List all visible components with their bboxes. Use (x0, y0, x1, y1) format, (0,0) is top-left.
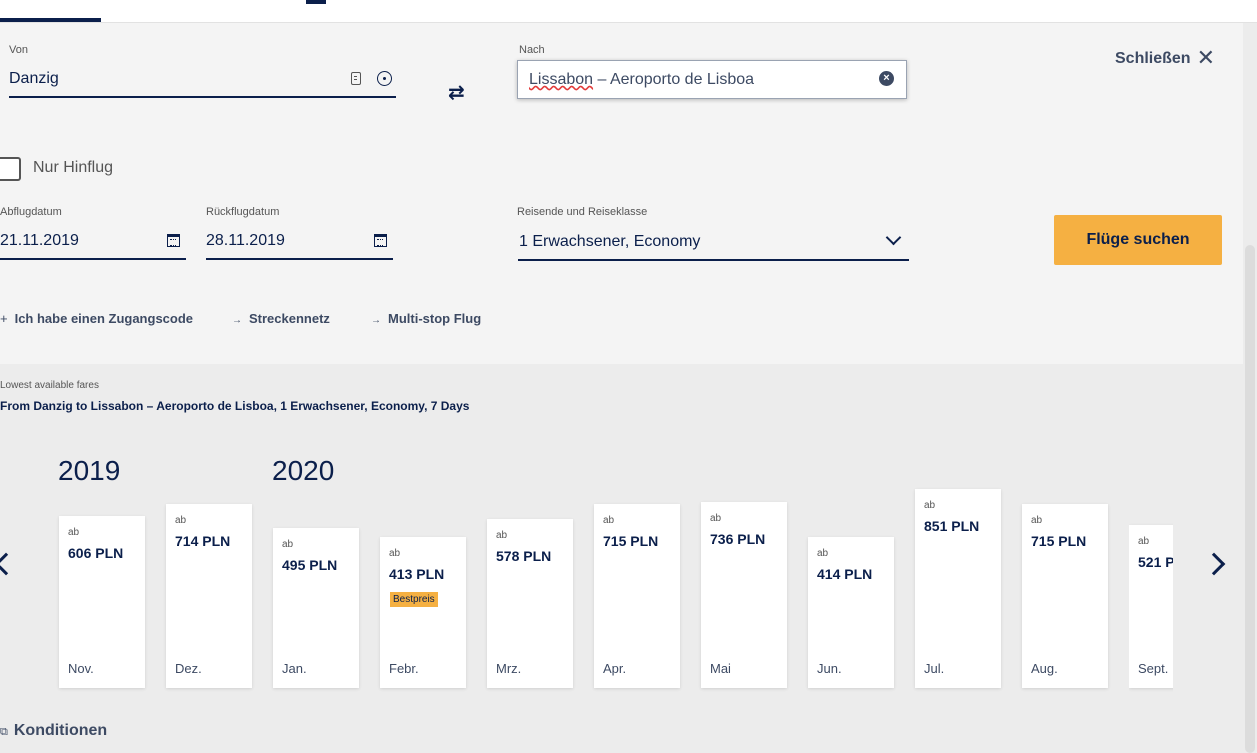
passengers-label: Reisende und Reiseklasse (517, 206, 648, 218)
route-map-link[interactable]: → Streckennetz (232, 311, 330, 326)
fare-price: 578 PLN (496, 548, 552, 564)
fare-card[interactable]: ab 736 PLN Mai (701, 502, 787, 688)
fare-price: 851 PLN (924, 518, 980, 534)
fare-prefix: ab (817, 548, 829, 559)
fare-card[interactable]: ab 714 PLN Dez. (166, 504, 252, 688)
fare-price: 606 PLN (68, 545, 124, 561)
calendar-icon[interactable] (167, 234, 180, 247)
return-input[interactable]: 28.11.2019 (206, 232, 285, 249)
passengers-select[interactable]: 1 Erwachsener, Economy (519, 233, 701, 250)
close-button[interactable]: Schließen ✕ (1115, 45, 1216, 70)
fare-prefix: ab (282, 539, 294, 550)
fare-price: 414 PLN (817, 566, 873, 582)
id-card-icon[interactable] (351, 72, 361, 85)
fare-prefix: ab (1031, 515, 1043, 526)
fare-price: 715 PLN (603, 533, 659, 549)
from-underline (9, 96, 396, 98)
to-input-value: Lissabon – Aeroporto de Lisboa (529, 71, 755, 88)
return-underline (206, 258, 393, 260)
fare-month: Mai (710, 661, 731, 676)
fare-prefix: ab (924, 500, 936, 511)
fare-price: 714 PLN (175, 533, 231, 549)
fare-card-clip: ab 521 PLN Sept. (1129, 480, 1173, 700)
close-icon: ✕ (1196, 45, 1216, 70)
fare-month: Jan. (282, 661, 307, 676)
fare-card[interactable]: ab 521 PLN Sept. (1129, 525, 1173, 688)
fare-prefix: ab (175, 515, 187, 526)
access-code-link[interactable]: + Ich habe einen Zugangscode (0, 311, 194, 326)
one-way-checkbox[interactable] (0, 157, 21, 181)
year-label: 2020 (272, 455, 335, 486)
fare-prefix: ab (603, 515, 615, 526)
fare-price: 521 PLN (1138, 554, 1173, 570)
fare-card[interactable]: ab 578 PLN Mrz. (487, 519, 573, 688)
calendar-icon[interactable] (374, 234, 387, 247)
return-label: Rückflugdatum (206, 206, 280, 218)
departure-underline (0, 258, 186, 260)
fare-month: Jun. (817, 661, 842, 676)
fare-prefix: ab (496, 530, 508, 541)
from-input[interactable]: Danzig (9, 70, 59, 87)
fare-price: 413 PLN (389, 566, 445, 582)
clear-circle-icon[interactable]: × (879, 71, 894, 86)
fare-month: Febr. (389, 661, 419, 676)
fare-price: 495 PLN (282, 557, 338, 573)
fare-month: Jul. (924, 661, 945, 676)
fare-price: 715 PLN (1031, 533, 1087, 549)
fare-prefix: ab (710, 513, 722, 524)
fare-month: Dez. (175, 661, 202, 676)
external-link-icon: ⧉ (0, 726, 8, 738)
fare-card[interactable]: ab 715 PLN Aug. (1022, 504, 1108, 688)
fare-prefix: ab (1138, 536, 1150, 547)
fares-title: Lowest available fares (0, 380, 99, 391)
fare-card[interactable]: ab 606 PLN Nov. (59, 516, 145, 688)
search-flights-button[interactable]: Flüge suchen (1054, 215, 1222, 265)
from-label: Von (9, 44, 28, 56)
fare-month: Mrz. (496, 661, 522, 676)
tab-indicator-secondary (306, 0, 326, 4)
fare-price: 736 PLN (710, 531, 766, 547)
fare-month: Apr. (603, 661, 627, 676)
swap-arrows-icon[interactable]: ⇄ (448, 82, 465, 104)
scrollbar-thumb[interactable] (1245, 245, 1255, 753)
passengers-underline (518, 259, 909, 261)
fare-prefix: ab (389, 548, 401, 559)
fare-prefix: ab (68, 527, 80, 538)
best-price-badge: Bestpreis (390, 592, 438, 607)
year-label: 2019 (58, 455, 121, 486)
fare-card[interactable]: ab 851 PLN Jul. (915, 489, 1001, 688)
crosshair-icon[interactable] (377, 71, 392, 86)
fare-card[interactable]: ab 413 PLN Febr. Bestpreis (380, 537, 466, 688)
one-way-label[interactable]: Nur Hinflug (33, 159, 114, 176)
fare-card[interactable]: ab 715 PLN Apr. (594, 504, 680, 688)
top-tabs-bar (0, 0, 1257, 23)
multi-stop-link[interactable]: → Multi-stop Flug (371, 311, 482, 326)
fares-subtitle: From Danzig to Lissabon – Aeroporto de L… (0, 399, 470, 413)
fare-card[interactable]: ab 495 PLN Jan. (273, 528, 359, 688)
departure-input[interactable]: 21.11.2019 (0, 232, 79, 249)
to-input[interactable]: Lissabon – Aeroporto de Lisboa × (517, 60, 907, 99)
fare-month: Nov. (68, 661, 94, 676)
conditions-link[interactable]: ⧉ Konditionen (0, 722, 108, 739)
fare-card[interactable]: ab 414 PLN Jun. (808, 537, 894, 688)
active-tab-indicator (0, 18, 101, 22)
fare-month: Aug. (1031, 661, 1058, 676)
to-label: Nach (519, 44, 545, 56)
departure-label: Abflugdatum (0, 206, 62, 218)
fare-month: Sept. (1138, 661, 1169, 676)
